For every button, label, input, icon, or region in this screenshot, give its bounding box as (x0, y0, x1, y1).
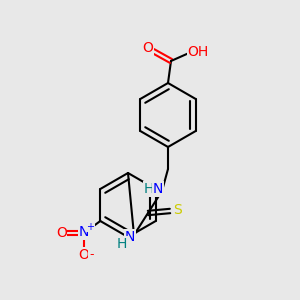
Text: O: O (56, 226, 67, 240)
Text: H: H (117, 237, 127, 251)
Text: O: O (78, 248, 89, 262)
Text: H: H (144, 182, 154, 196)
Text: -: - (89, 248, 94, 262)
Text: N: N (125, 230, 135, 244)
Text: +: + (86, 222, 94, 232)
Text: N: N (79, 225, 89, 239)
Text: S: S (174, 203, 182, 217)
Text: N: N (153, 182, 163, 196)
Text: O: O (142, 41, 153, 55)
Text: OH: OH (188, 45, 208, 59)
